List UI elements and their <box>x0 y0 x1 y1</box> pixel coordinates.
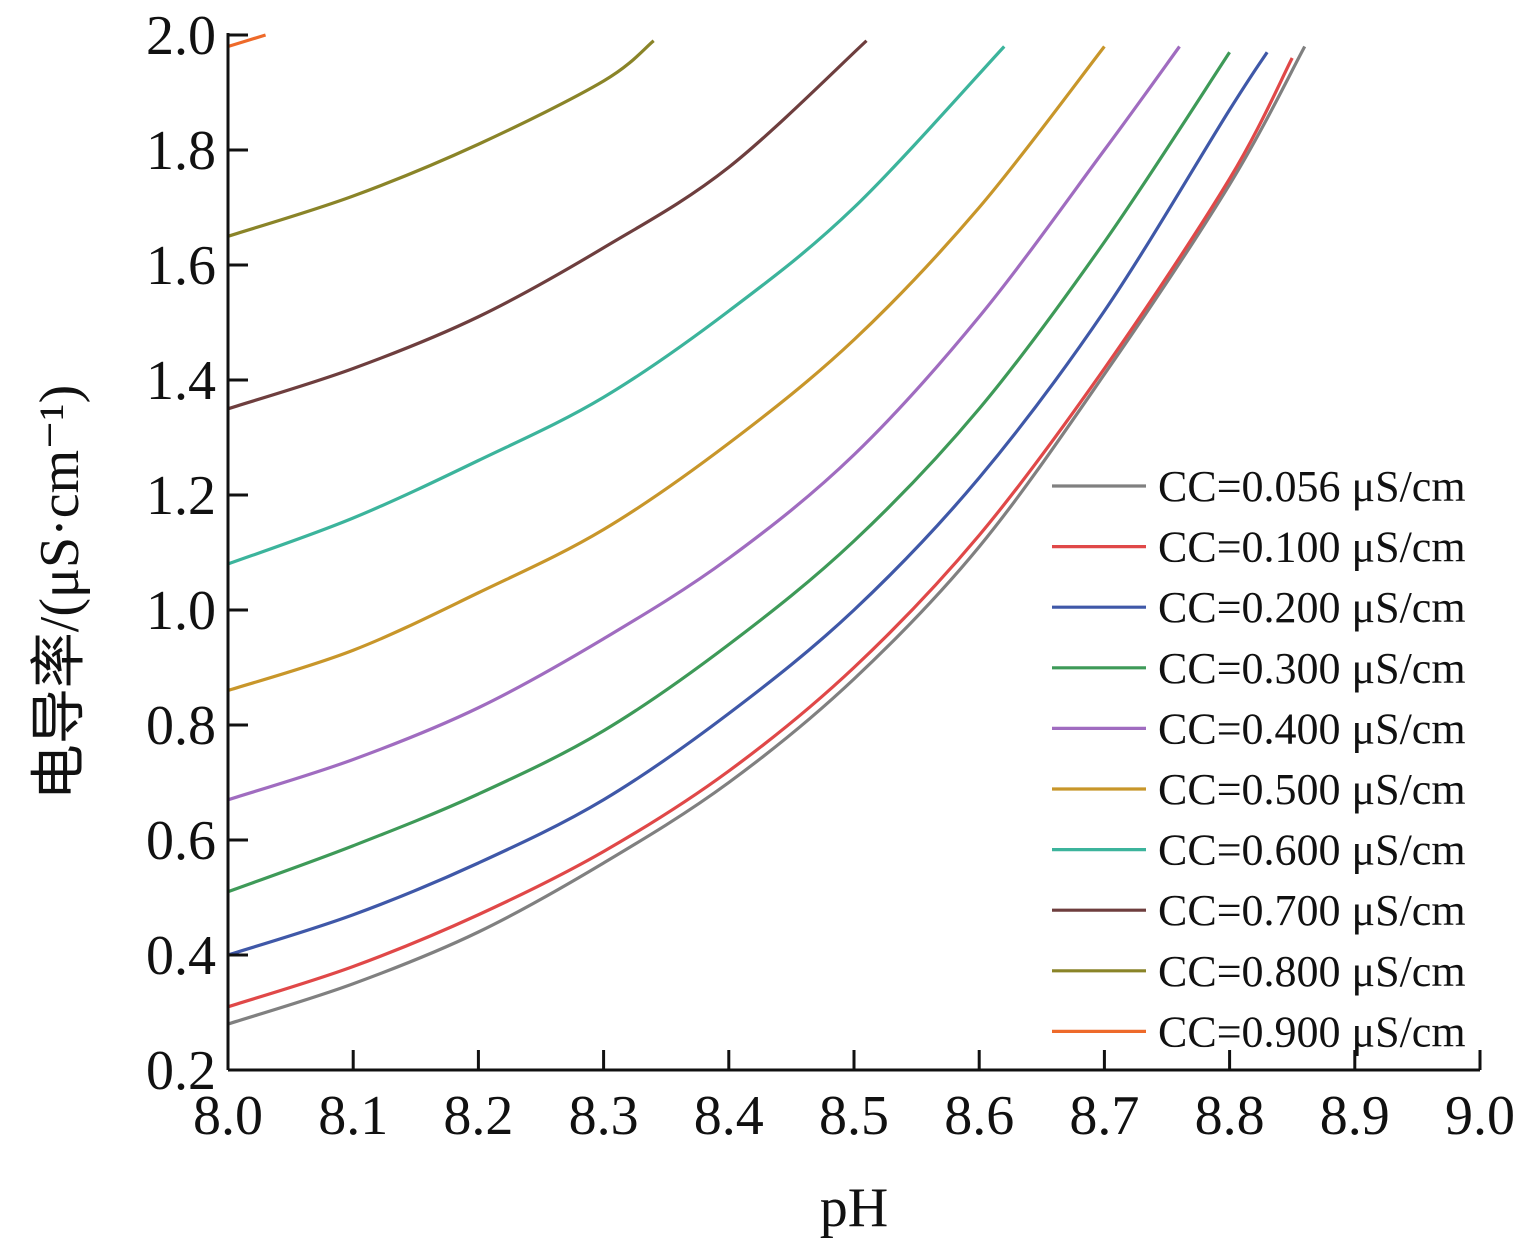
x-tick-label: 8.4 <box>694 1085 764 1147</box>
y-tick-label: 0.8 <box>146 695 216 757</box>
y-axis-label: 电导率/(μS·cm⁻¹) <box>29 385 91 800</box>
legend-label: CC=0.600 μS/cm <box>1158 826 1466 875</box>
series-line-5 <box>227 45 1106 693</box>
legend-label: CC=0.900 μS/cm <box>1158 1007 1466 1056</box>
series-line-9 <box>227 33 267 49</box>
x-axis-label: pH <box>820 1177 888 1239</box>
axis-ticks: 8.0 8.1 8.2 8.3 8.4 8.5 8.6 8.7 8.8 8.9 9.0 0.2 0.4 0… <box>146 5 1515 1147</box>
y-tick-label: 0.6 <box>146 810 216 872</box>
legend-label: CC=0.300 μS/cm <box>1158 644 1466 693</box>
legend-label: CC=0.100 μS/cm <box>1158 523 1466 572</box>
plot-area <box>227 33 1307 1026</box>
series-line-4 <box>227 45 1181 802</box>
x-tick-label: 8.2 <box>443 1085 513 1147</box>
legend-label: CC=0.500 μS/cm <box>1158 765 1466 814</box>
y-tick-label: 2.0 <box>146 5 216 67</box>
y-tick-label: 1.8 <box>146 120 216 182</box>
x-tick-label: 8.9 <box>1320 1085 1390 1147</box>
x-tick-label: 8.1 <box>318 1085 388 1147</box>
y-tick-label: 1.4 <box>146 350 216 412</box>
y-tick-label: 1.6 <box>146 235 216 297</box>
series-line-8 <box>227 39 655 238</box>
y-tick-label: 1.2 <box>146 465 216 527</box>
legend-label: CC=0.800 μS/cm <box>1158 947 1466 996</box>
x-tick-label: 8.0 <box>193 1085 263 1147</box>
x-tick-label: 8.8 <box>1195 1085 1265 1147</box>
legend-label: CC=0.056 μS/cm <box>1158 462 1466 511</box>
legend-label: CC=0.400 μS/cm <box>1158 704 1466 753</box>
series-line-0 <box>227 45 1307 1026</box>
legend-label: CC=0.200 μS/cm <box>1158 583 1466 632</box>
x-tick-label: 9.0 <box>1445 1085 1515 1147</box>
x-tick-label: 8.6 <box>944 1085 1014 1147</box>
x-tick-label: 8.5 <box>819 1085 889 1147</box>
legend-label: CC=0.700 μS/cm <box>1158 886 1466 935</box>
y-tick-label: 1.0 <box>146 580 216 642</box>
y-tick-label: 0.4 <box>146 925 216 987</box>
series-line-1 <box>227 57 1294 1009</box>
y-tick-label: 0.2 <box>146 1040 216 1102</box>
x-tick-label: 8.7 <box>1069 1085 1139 1147</box>
x-tick-label: 8.3 <box>569 1085 639 1147</box>
series-line-3 <box>227 51 1231 894</box>
legend: CC=0.056 μS/cm CC=0.100 μS/cm CC=0.200 μS/… <box>1052 462 1466 1056</box>
series-line-6 <box>227 45 1006 566</box>
series-line-2 <box>227 51 1269 957</box>
series-line-7 <box>227 39 868 411</box>
